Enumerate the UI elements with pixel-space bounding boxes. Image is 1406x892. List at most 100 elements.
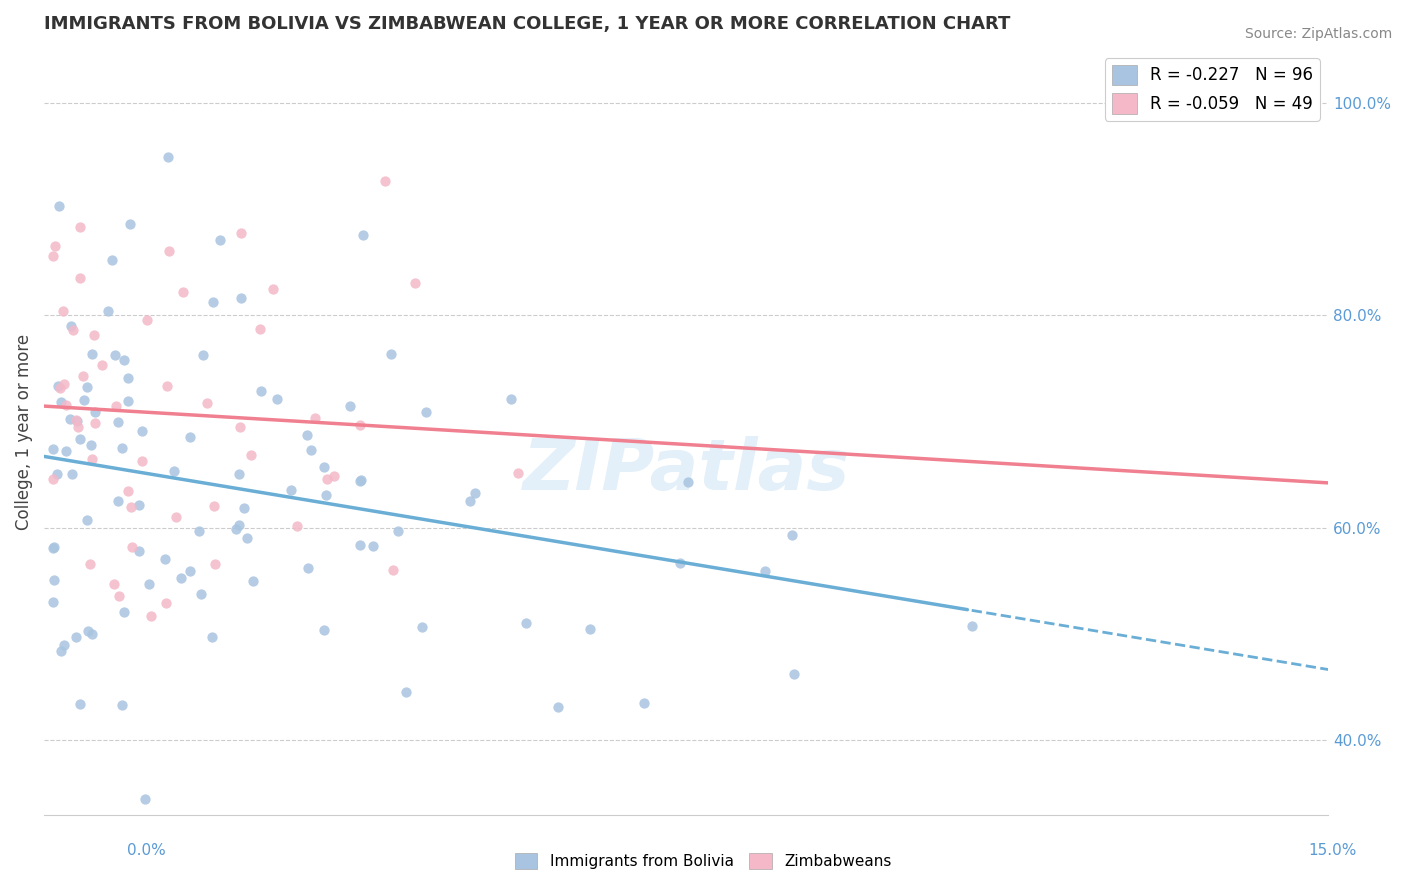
Point [349, 475, 371, 489]
Point [131, 454, 153, 468]
Point [48, 199, 70, 213]
Point [65, 413, 87, 427]
Point [262, 282, 284, 296]
Point [301, 442, 323, 457]
Point [60, 467, 83, 481]
Point [155, 596, 177, 610]
Point [80, 451, 103, 466]
Point [179, 565, 201, 579]
Point [153, 552, 176, 566]
Point [101, 253, 124, 268]
Point [90, 359, 112, 373]
Point [45, 467, 67, 481]
Point [163, 464, 186, 478]
Point [578, 622, 600, 636]
Point [380, 346, 402, 360]
Point [322, 469, 344, 483]
Point [121, 541, 143, 555]
Point [195, 396, 218, 410]
Point [312, 460, 335, 475]
Point [193, 348, 215, 362]
Point [415, 404, 437, 418]
Point [780, 528, 803, 542]
Point [76, 513, 98, 527]
Point [62, 323, 84, 337]
Point [69, 432, 91, 446]
Point [108, 589, 131, 603]
Point [72, 369, 94, 384]
Point [266, 392, 288, 406]
Point [80, 627, 103, 641]
Point [233, 501, 256, 516]
Point [111, 441, 134, 455]
Point [280, 483, 302, 498]
Point [83, 328, 105, 343]
Text: 0.0%: 0.0% [127, 843, 166, 858]
Text: Source: ZipAtlas.com: Source: ZipAtlas.com [1244, 27, 1392, 41]
Point [297, 560, 319, 574]
Point [783, 667, 806, 681]
Point [242, 574, 264, 588]
Point [382, 563, 405, 577]
Point [411, 620, 433, 634]
Text: IMMIGRANTS FROM BOLIVIA VS ZIMBABWEAN COLLEGE, 1 YEAR OR MORE CORRELATION CHART: IMMIGRANTS FROM BOLIVIA VS ZIMBABWEAN CO… [44, 15, 1011, 33]
Point [128, 498, 150, 512]
Point [501, 392, 523, 407]
Point [76, 624, 98, 639]
Point [46, 378, 69, 392]
Point [228, 467, 250, 481]
Point [117, 394, 139, 409]
Point [312, 623, 335, 637]
Point [515, 615, 537, 630]
Point [170, 571, 193, 585]
Point [960, 619, 983, 633]
Point [229, 226, 252, 240]
Point [172, 285, 194, 300]
Point [79, 558, 101, 572]
Point [506, 466, 529, 480]
Point [65, 630, 87, 644]
Point [240, 448, 263, 462]
Point [678, 475, 700, 489]
Point [202, 499, 225, 513]
Point [84, 405, 107, 419]
Point [104, 348, 127, 362]
Point [117, 484, 139, 499]
Point [349, 537, 371, 551]
Point [60, 319, 83, 334]
Point [202, 294, 225, 309]
Point [59, 412, 82, 426]
Point [80, 437, 103, 451]
Point [117, 371, 139, 385]
Point [65, 414, 87, 428]
Point [179, 430, 201, 444]
Point [228, 517, 250, 532]
Point [66, 420, 89, 434]
Point [139, 608, 162, 623]
Point [235, 531, 257, 545]
Point [285, 519, 308, 533]
Point [84, 416, 107, 430]
Point [44, 238, 66, 252]
Point [157, 150, 180, 164]
Text: ZIPatlas: ZIPatlas [523, 436, 849, 505]
Point [209, 234, 232, 248]
Point [112, 606, 135, 620]
Point [204, 557, 226, 571]
Point [134, 792, 156, 806]
Point [304, 411, 326, 425]
Point [73, 393, 96, 408]
Point [339, 400, 361, 414]
Y-axis label: College, 1 year or more: College, 1 year or more [15, 334, 32, 530]
Point [250, 384, 273, 398]
Point [200, 630, 222, 644]
Point [80, 347, 103, 361]
Point [361, 539, 384, 553]
Point [44, 541, 66, 555]
Point [49, 644, 72, 658]
Point [295, 428, 318, 442]
Point [404, 276, 426, 290]
Point [135, 313, 157, 327]
Point [48, 381, 70, 395]
Point [156, 379, 179, 393]
